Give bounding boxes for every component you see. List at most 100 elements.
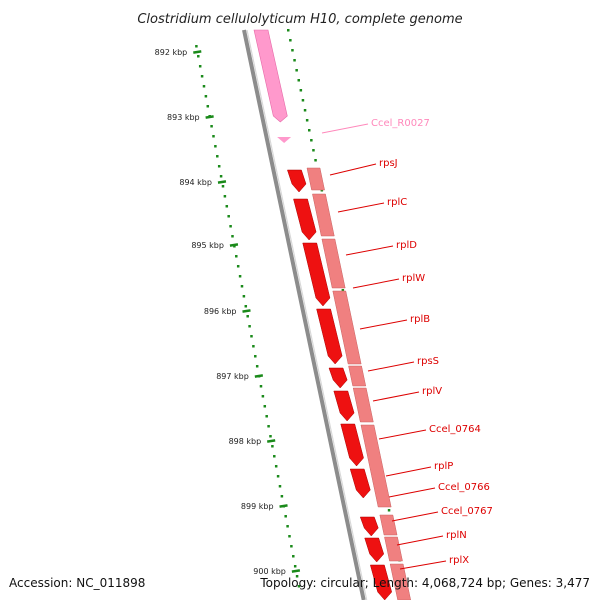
scale-dot (273, 455, 276, 458)
outer-scale-dot (293, 59, 296, 62)
gene-arrow[interactable] (293, 198, 317, 241)
scale-dot (259, 385, 263, 388)
feature-label-rplb[interactable]: rplB (410, 314, 430, 325)
gene-arrow[interactable] (287, 169, 307, 193)
backbone-line (242, 29, 366, 600)
scale-dot (292, 555, 295, 558)
scale-dot (242, 295, 246, 298)
scale-tick-label: 897 kbp (216, 372, 249, 381)
gene-arrow[interactable] (359, 516, 379, 537)
scale-dot (204, 95, 208, 98)
label-leader-line (329, 163, 377, 176)
gene-arrow[interactable] (302, 242, 331, 307)
outer-scale-dot (297, 79, 300, 82)
scale-dot (269, 435, 272, 438)
gene-arrow[interactable] (364, 537, 385, 563)
outer-scale-dot (310, 139, 313, 142)
rna-feature-arrow[interactable] (277, 137, 292, 143)
scale-tick-label: 893 kbp (167, 113, 200, 122)
label-leader-line (359, 319, 408, 330)
gene-arrow[interactable] (333, 390, 355, 422)
label-leader-line (385, 466, 432, 477)
gene-arrow[interactable] (328, 367, 348, 389)
label-leader-line (345, 245, 394, 256)
feature-label-rplx[interactable]: rplX (449, 555, 469, 566)
scale-dot (274, 465, 278, 468)
scale-dot (244, 305, 248, 308)
scale-tick (267, 439, 276, 443)
feature-label-rpss[interactable]: rpsS (417, 356, 439, 367)
cds-block[interactable] (306, 167, 325, 191)
scale-dot (246, 315, 249, 318)
scale-dot (210, 125, 213, 128)
cds-block[interactable] (321, 238, 346, 289)
cds-block[interactable] (352, 387, 374, 423)
feature-label-rplc[interactable]: rplC (387, 197, 407, 208)
scale-dot (278, 485, 282, 488)
scale-dot (236, 265, 240, 268)
cds-block[interactable] (312, 193, 335, 237)
feature-label-ccel-0766[interactable]: Ccel_0766 (438, 482, 490, 493)
scale-dot (288, 535, 291, 538)
outer-scale-dot (295, 69, 298, 72)
feature-label-rpld[interactable]: rplD (396, 240, 417, 251)
scale-tick (291, 569, 301, 573)
scale-dot (280, 495, 284, 498)
feature-label-rpln[interactable]: rplN (446, 530, 467, 541)
cds-block[interactable] (384, 536, 403, 562)
feature-label-rplw[interactable]: rplW (402, 273, 425, 284)
gene-arrow[interactable] (316, 308, 343, 365)
genome-summary-text: Topology: circular; Length: 4,068,724 bp… (260, 576, 590, 590)
label-leader-line (372, 391, 420, 402)
cds-block[interactable] (379, 514, 398, 536)
scale-tick (205, 115, 214, 119)
outer-scale-dot (308, 129, 311, 132)
cds-block[interactable] (348, 365, 367, 387)
scale-dot (250, 335, 253, 338)
scale-dot (286, 525, 289, 528)
cds-block[interactable] (389, 563, 411, 600)
feature-label-ccel-0764[interactable]: Ccel_0764 (429, 424, 481, 435)
scale-dot (284, 515, 287, 518)
scale-tick (229, 243, 239, 247)
feature-label-rpsj[interactable]: rpsJ (379, 158, 398, 169)
scale-dot (254, 355, 257, 358)
scale-dot (235, 255, 238, 258)
outer-scale-dot (341, 289, 345, 292)
gene-arrow[interactable] (370, 564, 392, 600)
scale-tick (279, 504, 288, 508)
cds-block[interactable] (332, 290, 362, 365)
cds-block[interactable] (360, 424, 392, 508)
scale-dot (295, 575, 299, 578)
label-leader-line (391, 511, 439, 522)
rna-feature-arrow[interactable] (253, 29, 288, 123)
outer-scale-dot (387, 509, 391, 512)
scale-dot (297, 585, 301, 588)
feature-label-rplp[interactable]: rplP (434, 461, 453, 472)
gene-arrow[interactable] (349, 468, 371, 499)
feature-track (253, 29, 411, 600)
feature-label-ccel-0767[interactable]: Ccel_0767 (441, 506, 493, 517)
backbone-highlight (246, 29, 368, 600)
label-leader-line (337, 202, 385, 213)
feature-label-ccel-r0027[interactable]: Ccel_R0027 (371, 118, 430, 129)
outer-scale-dot (287, 29, 290, 32)
scale-tick-label: 898 kbp (229, 437, 262, 446)
scale-tick-label: 895 kbp (191, 241, 224, 250)
scale-dot (233, 245, 236, 248)
page-title: Clostridium cellulolyticum H10, complete… (137, 12, 462, 27)
outer-scale-dot (314, 159, 317, 162)
scale-tick (217, 180, 227, 184)
label-leader-line (378, 429, 427, 440)
scale-tick (242, 309, 251, 313)
outer-scale-dot (299, 89, 303, 92)
scale-dot (198, 65, 202, 68)
feature-label-rplv[interactable]: rplV (422, 386, 442, 397)
gene-arrow[interactable] (340, 423, 364, 467)
scale-dot (271, 445, 274, 448)
scale-dot (202, 85, 206, 88)
outer-scale-dot (301, 99, 305, 102)
scale-dot (267, 425, 270, 428)
scale-dot (212, 135, 215, 138)
scale-dot (223, 195, 227, 198)
